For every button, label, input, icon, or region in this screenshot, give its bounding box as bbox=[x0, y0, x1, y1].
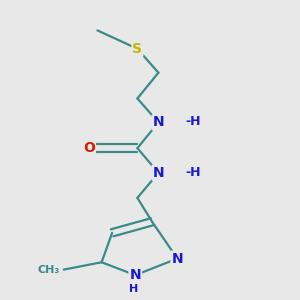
Text: N: N bbox=[153, 166, 164, 180]
Text: N: N bbox=[172, 252, 183, 266]
Text: O: O bbox=[83, 141, 95, 155]
Text: N: N bbox=[130, 268, 141, 282]
Text: N: N bbox=[153, 116, 164, 129]
Text: H: H bbox=[128, 284, 138, 294]
Text: -H: -H bbox=[186, 166, 201, 178]
Text: CH₃: CH₃ bbox=[37, 265, 60, 275]
Text: S: S bbox=[132, 42, 142, 56]
Text: -H: -H bbox=[186, 115, 201, 128]
